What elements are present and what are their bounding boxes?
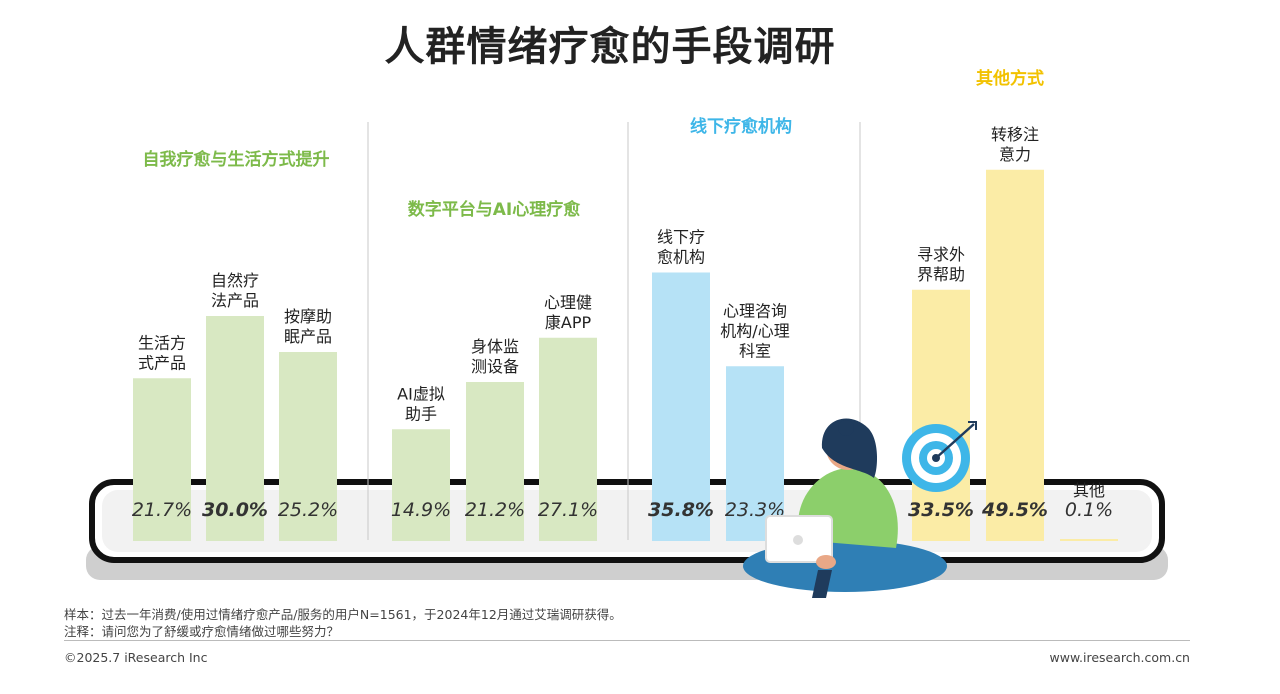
bar-label: 其他 xyxy=(1073,481,1105,500)
value-label: 27.1% xyxy=(538,499,598,521)
bar-label: 转移注意力 xyxy=(991,125,1039,164)
value-label: 30.0% xyxy=(202,499,268,521)
bar xyxy=(206,316,264,541)
value-label: 21.7% xyxy=(132,499,192,521)
bar-label: 心理健康APP xyxy=(544,293,592,332)
bar-label: AI虚拟助手 xyxy=(397,384,445,423)
bar xyxy=(466,382,524,541)
value-label: 33.5% xyxy=(908,499,974,521)
bar xyxy=(652,272,710,541)
group-title: 线下疗愈机构 xyxy=(690,116,792,137)
value-label: 14.9% xyxy=(391,499,451,521)
bar-label: 身体监测设备 xyxy=(471,337,519,376)
value-label: 25.2% xyxy=(278,499,338,521)
value-label: 35.8% xyxy=(648,499,714,521)
bar-label: 按摩助眠产品 xyxy=(284,307,332,346)
copyright: ©2025.7 iResearch Inc xyxy=(64,650,208,665)
bar xyxy=(392,429,450,541)
bar-label: 线下疗愈机构 xyxy=(657,228,705,267)
value-label: 49.5% xyxy=(981,499,1048,521)
bar xyxy=(133,378,191,541)
bar xyxy=(726,366,784,541)
bar-label: 自然疗法产品 xyxy=(211,271,259,310)
footer-divider xyxy=(64,640,1190,641)
group-title: 自我疗愈与生活方式提升 xyxy=(143,149,330,170)
bar-label: 心理咨询机构/心理科室 xyxy=(720,301,789,360)
target-icon xyxy=(902,421,977,492)
bar xyxy=(279,352,337,541)
question-note: 注释：请问您为了舒缓或疗愈情绪做过哪些努力？ xyxy=(64,624,340,639)
person-with-laptop-illustration xyxy=(743,418,947,598)
site-url: www.iresearch.com.cn xyxy=(1049,650,1191,665)
bar xyxy=(1060,539,1118,541)
value-label: 0.1% xyxy=(1065,499,1113,521)
bar-label: 生活方式产品 xyxy=(138,333,186,372)
bar xyxy=(539,337,597,541)
bar-label: 寻求外界帮助 xyxy=(917,245,965,284)
bar xyxy=(986,169,1044,541)
page-title: 人群情绪疗愈的手段调研 xyxy=(384,24,836,70)
sample-note: 样本：过去一年消费/使用过情绪疗愈产品/服务的用户N=1561，于2024年12… xyxy=(64,607,622,622)
bar xyxy=(912,289,970,541)
value-label: 21.2% xyxy=(465,499,525,521)
group-title: 数字平台与AI心理疗愈 xyxy=(408,199,581,220)
group-title: 其他方式 xyxy=(976,68,1044,89)
